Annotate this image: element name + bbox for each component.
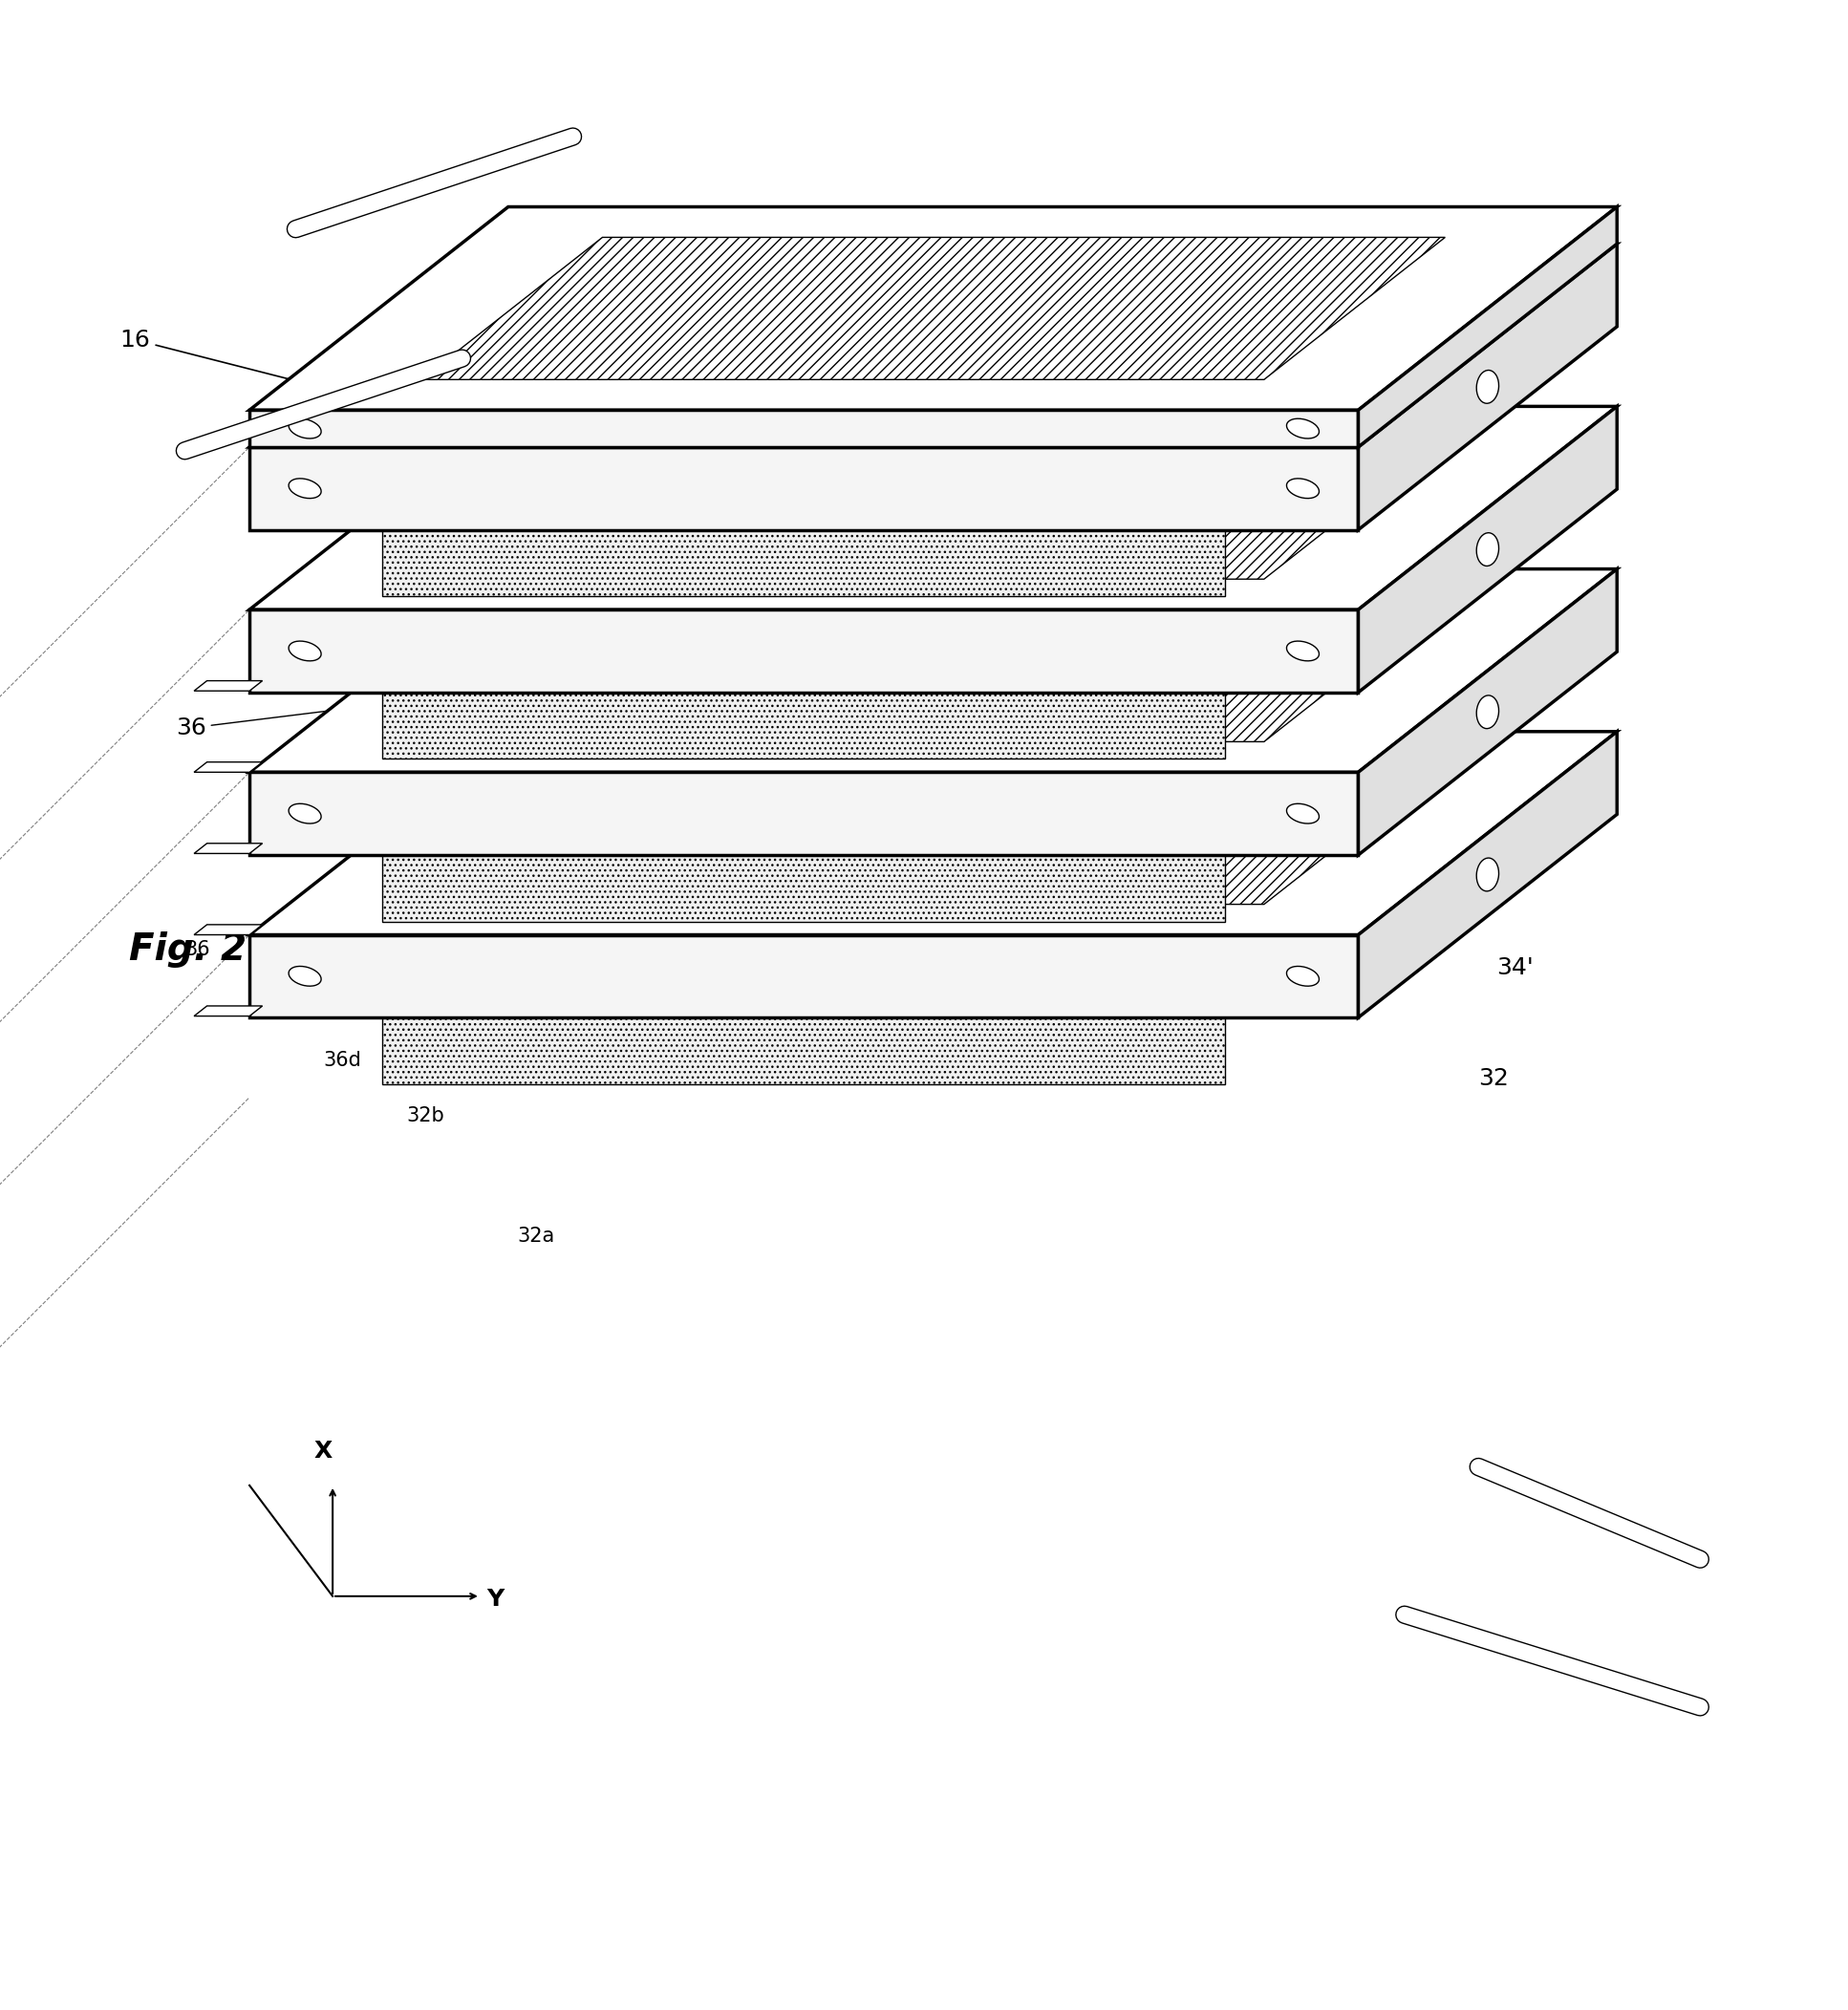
Polygon shape xyxy=(421,436,1445,579)
Text: 32a: 32a xyxy=(517,1226,554,1246)
Polygon shape xyxy=(421,695,1445,838)
Text: X: X xyxy=(314,1439,333,1463)
Text: 36a: 36a xyxy=(360,884,397,904)
Polygon shape xyxy=(421,858,1445,1001)
Polygon shape xyxy=(421,273,1445,416)
Polygon shape xyxy=(249,772,1358,854)
Ellipse shape xyxy=(1477,533,1499,567)
Text: 32: 32 xyxy=(1288,227,1471,370)
Ellipse shape xyxy=(288,418,322,438)
Ellipse shape xyxy=(1286,641,1319,661)
Text: 34: 34 xyxy=(1552,772,1582,794)
Polygon shape xyxy=(1358,207,1617,446)
Polygon shape xyxy=(194,925,262,935)
Text: Y: Y xyxy=(486,1588,505,1610)
Polygon shape xyxy=(421,599,1445,742)
Ellipse shape xyxy=(1286,478,1319,498)
Polygon shape xyxy=(421,533,1445,675)
Text: 30: 30 xyxy=(1478,255,1508,277)
Text: 36: 36 xyxy=(176,687,486,740)
Text: 36c: 36c xyxy=(286,820,323,838)
Text: 32b: 32b xyxy=(407,1106,445,1126)
Polygon shape xyxy=(383,691,1225,760)
Text: 32: 32 xyxy=(1478,1067,1508,1089)
Polygon shape xyxy=(249,243,1617,446)
Polygon shape xyxy=(1358,243,1617,531)
Polygon shape xyxy=(194,844,262,854)
Ellipse shape xyxy=(1477,370,1499,404)
Ellipse shape xyxy=(1477,858,1499,890)
Polygon shape xyxy=(194,681,262,691)
Ellipse shape xyxy=(288,641,322,661)
Ellipse shape xyxy=(288,804,322,824)
Polygon shape xyxy=(249,609,1358,691)
Polygon shape xyxy=(194,1005,262,1017)
Ellipse shape xyxy=(288,967,322,987)
Text: 36b: 36b xyxy=(379,987,418,1005)
Ellipse shape xyxy=(1286,804,1319,824)
Polygon shape xyxy=(421,370,1445,513)
Polygon shape xyxy=(249,569,1617,772)
Polygon shape xyxy=(421,762,1445,904)
Polygon shape xyxy=(383,1017,1225,1083)
Polygon shape xyxy=(249,446,1358,531)
Polygon shape xyxy=(194,762,262,772)
Text: 36d: 36d xyxy=(323,1051,362,1069)
Ellipse shape xyxy=(1477,695,1499,728)
Polygon shape xyxy=(383,531,1225,597)
Polygon shape xyxy=(249,935,1358,1017)
Text: 34': 34' xyxy=(1331,217,1368,241)
Ellipse shape xyxy=(1286,967,1319,987)
Text: 34': 34' xyxy=(1497,957,1534,979)
Polygon shape xyxy=(249,410,1358,446)
Polygon shape xyxy=(383,854,1225,921)
Polygon shape xyxy=(421,237,1445,380)
Text: Fig. 2: Fig. 2 xyxy=(129,931,248,967)
Text: 16: 16 xyxy=(120,328,421,414)
Polygon shape xyxy=(1358,732,1617,1017)
Polygon shape xyxy=(1358,406,1617,691)
Ellipse shape xyxy=(1286,418,1319,438)
Polygon shape xyxy=(249,207,1617,410)
Polygon shape xyxy=(249,732,1617,935)
Ellipse shape xyxy=(288,478,322,498)
Text: 34: 34 xyxy=(1449,229,1508,498)
Polygon shape xyxy=(249,406,1617,609)
Text: 36: 36 xyxy=(185,941,211,959)
Polygon shape xyxy=(1358,569,1617,854)
